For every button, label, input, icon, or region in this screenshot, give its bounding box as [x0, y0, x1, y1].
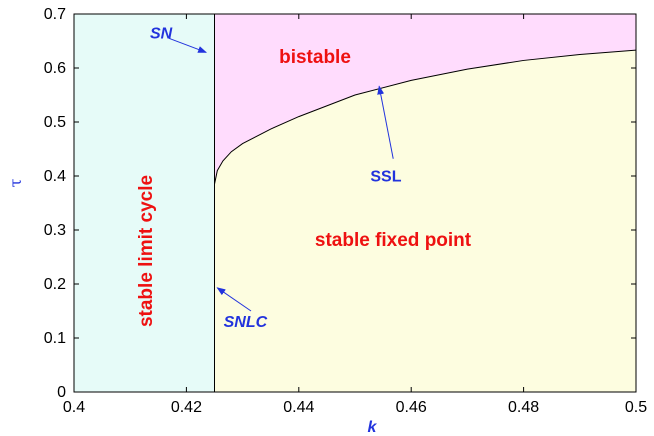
regions-layer [74, 14, 636, 393]
annotation-arrow-sn [168, 37, 208, 53]
y-tick-label: 0.4 [44, 168, 66, 185]
ticks-layer: 0.4 0.42 0.44 0.46 0.48 0.5 0 0.1 0.2 0.3 0.4 0.5 0.… [44, 6, 647, 416]
x-tick-label: 0.46 [396, 399, 427, 416]
region-bistable [214, 14, 636, 185]
y-axis-label: τ [6, 178, 25, 187]
x-tick-label: 0.5 [625, 399, 647, 416]
ssl-curve [214, 49, 637, 185]
curves-layer [214, 14, 637, 392]
plot-frame [73, 13, 637, 393]
y-tick-label: 0.7 [44, 6, 66, 23]
annotation-label-sn: SN [150, 25, 173, 42]
x-tick-label: 0.44 [283, 399, 314, 416]
y-tick-label: 0.1 [44, 330, 66, 347]
plot-border [73, 13, 637, 393]
annotation-label-ssl: SSL [370, 168, 401, 185]
region-label-stable-fixed-point: stable fixed point [315, 230, 472, 251]
y-tick-label: 0.3 [44, 222, 66, 239]
y-tick-label: 0.5 [44, 114, 66, 131]
x-tick-label: 0.48 [508, 399, 539, 416]
x-tick-label: 0.42 [171, 399, 202, 416]
annotation-arrow-snlc [216, 287, 252, 312]
y-tick-label: 0 [57, 384, 66, 401]
region-label-bistable: bistable [279, 47, 351, 68]
annotations-layer: SN SSL SNLC [150, 25, 402, 331]
annotation-label-snlc: SNLC [224, 314, 268, 331]
y-tick-label: 0.2 [44, 276, 66, 293]
region-label-stable-limit-cycle: stable limit cycle [136, 175, 157, 327]
x-tick-label: 0.4 [63, 399, 85, 416]
region-stable-limit-cycle [74, 14, 215, 392]
annotation-arrow-ssl [377, 85, 394, 159]
x-axis-label: k [368, 419, 378, 436]
region-stable-fixed-point [214, 50, 636, 393]
y-tick-label: 0.6 [44, 60, 66, 77]
